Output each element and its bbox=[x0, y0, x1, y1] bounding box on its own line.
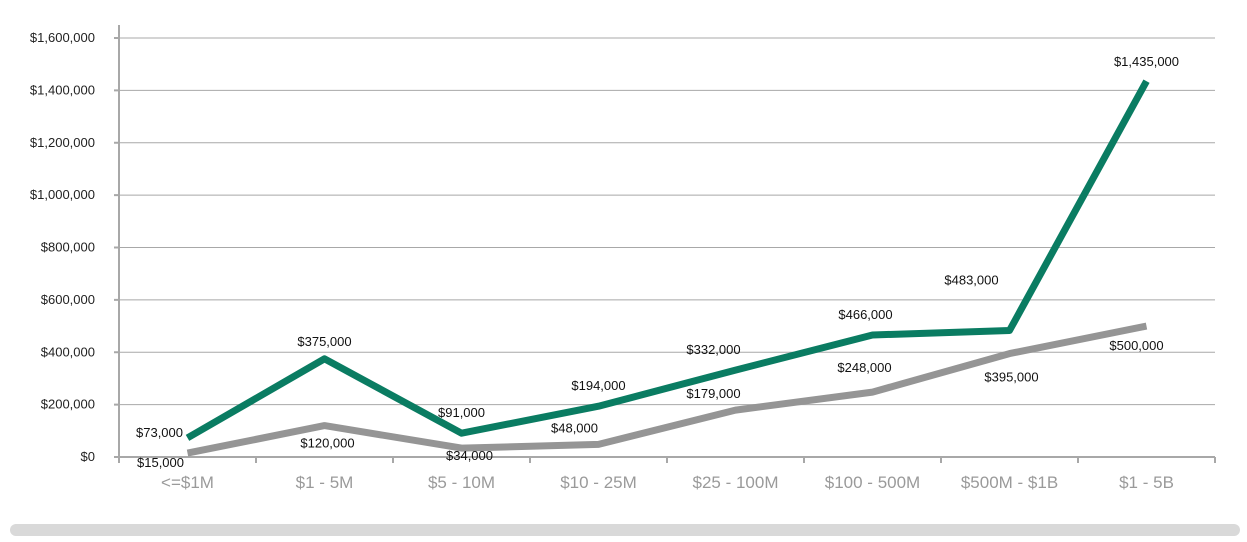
x-tick-label: $500M - $1B bbox=[961, 473, 1058, 492]
data-label-series-1: $91,000 bbox=[438, 405, 485, 420]
x-tick-label: $1 - 5B bbox=[1119, 473, 1174, 492]
data-label-series-1: $466,000 bbox=[838, 307, 892, 322]
data-label-series-2: $15,000 bbox=[137, 455, 184, 470]
y-tick-label: $1,600,000 bbox=[30, 30, 95, 45]
data-label-series-2: $395,000 bbox=[984, 370, 1038, 385]
data-label-series-2: $248,000 bbox=[837, 360, 891, 375]
y-tick-label: $200,000 bbox=[41, 397, 95, 412]
data-label-series-1: $483,000 bbox=[944, 273, 998, 288]
data-label-series-1: $194,000 bbox=[571, 378, 625, 393]
y-tick-label: $1,400,000 bbox=[30, 82, 95, 97]
series-line-1 bbox=[185, 79, 1150, 441]
series-line-2 bbox=[186, 322, 1148, 457]
y-tick-label: $1,000,000 bbox=[30, 187, 95, 202]
data-label-series-2: $120,000 bbox=[300, 436, 354, 451]
data-label-series-1: $375,000 bbox=[297, 334, 351, 349]
data-label-series-2: $34,000 bbox=[446, 448, 493, 463]
data-label-series-1: $332,000 bbox=[686, 342, 740, 357]
y-tick-label: $800,000 bbox=[41, 240, 95, 255]
x-tick-label: <=$1M bbox=[161, 473, 214, 492]
horizontal-scrollbar[interactable] bbox=[10, 524, 1240, 536]
y-tick-label: $0 bbox=[81, 449, 95, 464]
y-tick-label: $400,000 bbox=[41, 344, 95, 359]
x-tick-label: $10 - 25M bbox=[560, 473, 637, 492]
data-label-series-1: $1,435,000 bbox=[1114, 54, 1179, 69]
data-label-series-2: $179,000 bbox=[686, 386, 740, 401]
x-tick-label: $1 - 5M bbox=[296, 473, 354, 492]
data-label-series-2: $48,000 bbox=[551, 420, 598, 435]
data-label-series-2: $500,000 bbox=[1109, 338, 1163, 353]
y-tick-label: $600,000 bbox=[41, 292, 95, 307]
x-tick-label: $25 - 100M bbox=[693, 473, 779, 492]
y-tick-label: $1,200,000 bbox=[30, 135, 95, 150]
data-label-series-1: $73,000 bbox=[136, 425, 183, 440]
x-tick-label: $5 - 10M bbox=[428, 473, 495, 492]
x-tick-label: $100 - 500M bbox=[825, 473, 920, 492]
